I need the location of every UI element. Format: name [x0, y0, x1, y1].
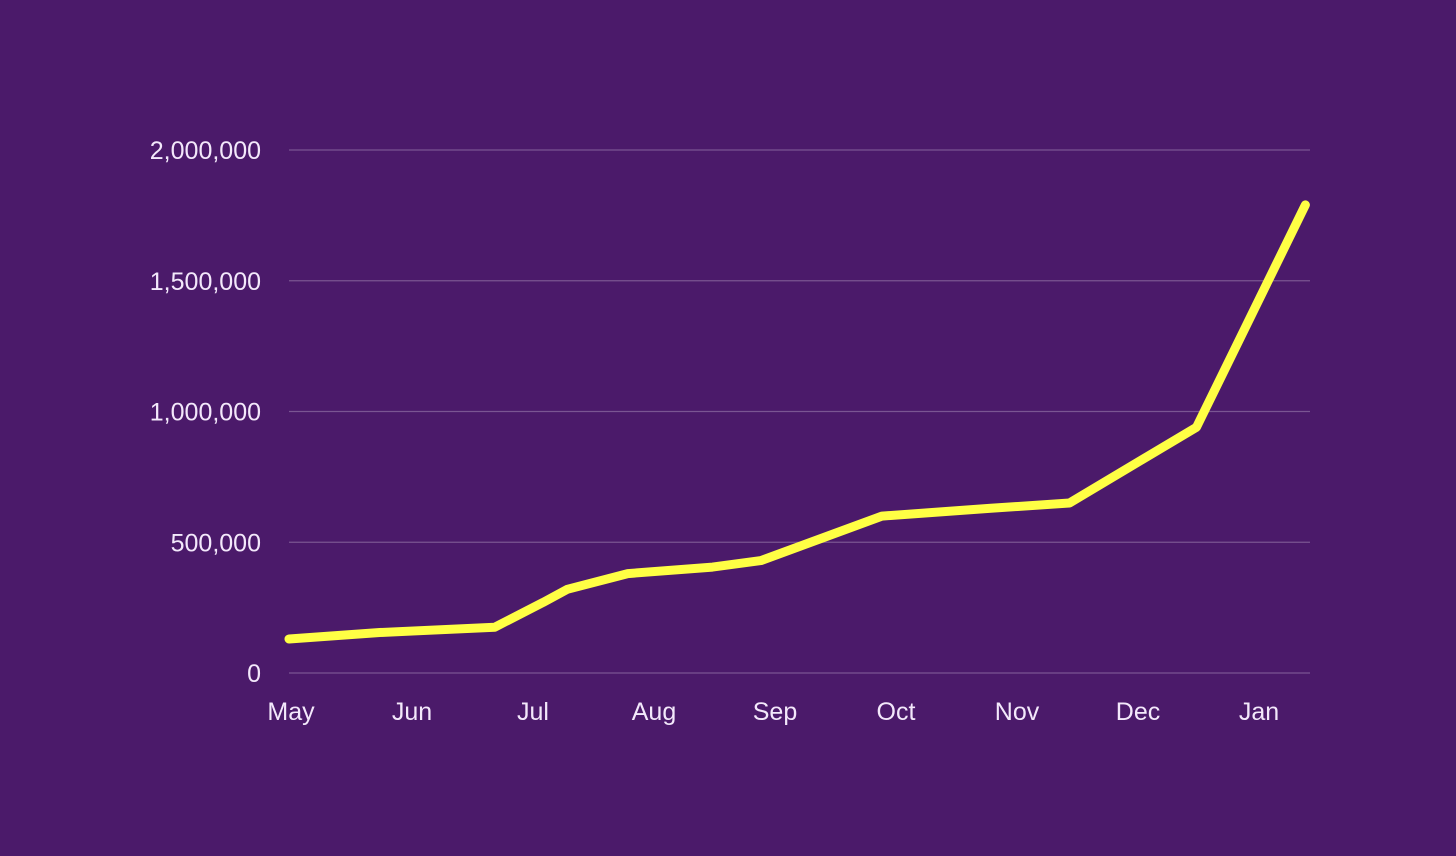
x-tick-label: Dec	[1116, 698, 1160, 726]
y-tick-label: 1,500,000	[150, 268, 261, 296]
x-tick-label: May	[267, 698, 315, 726]
y-tick-label: 1,000,000	[150, 399, 261, 427]
y-tick-label: 500,000	[171, 529, 261, 557]
y-tick-label: 0	[247, 660, 261, 688]
x-tick-label: Jul	[517, 698, 549, 726]
x-tick-label: Jun	[392, 698, 432, 726]
x-tick-label: Nov	[995, 698, 1040, 726]
series-layer	[284, 200, 1310, 644]
x-tick-label: Jan	[1239, 698, 1279, 726]
series-line-0	[284, 200, 1310, 644]
x-tick-label: Sep	[753, 698, 797, 726]
y-axis-tick-labels: 0 500,000 1,000,000 1,500,000 2,000,000	[150, 137, 261, 688]
gridlines	[289, 149, 1310, 674]
x-axis-tick-labels: May Jun Jul Aug Sep Oct Nov Dec Jan	[267, 698, 1279, 726]
y-tick-label: 2,000,000	[150, 137, 261, 165]
x-tick-label: Oct	[877, 698, 916, 726]
x-tick-label: Aug	[632, 698, 676, 726]
